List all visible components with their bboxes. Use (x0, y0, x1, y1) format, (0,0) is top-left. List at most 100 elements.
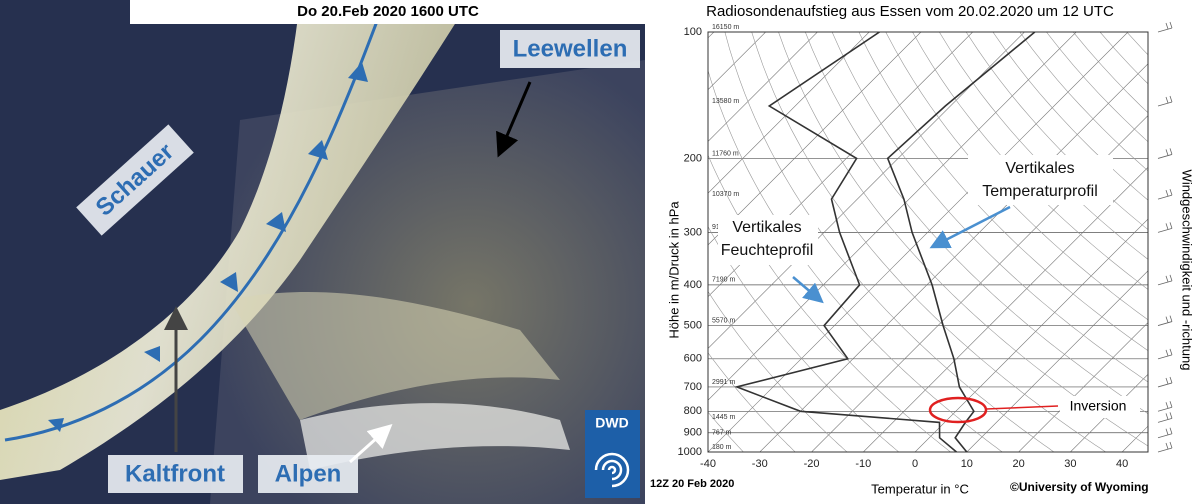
title-bar (130, 0, 645, 24)
wind-barb (1157, 21, 1173, 33)
height-label: 7190 m (712, 277, 736, 284)
wind-barb (1157, 95, 1173, 107)
cold-front (4, 0, 387, 442)
dry-adiabat (708, 290, 848, 452)
annotation: Vertikales (1005, 160, 1074, 177)
x-tick-label: -40 (700, 458, 716, 470)
x-tick-label: 0 (912, 458, 918, 470)
height-label: 180 m (712, 444, 732, 451)
arrow (929, 205, 1011, 249)
height-label: 767 m (712, 430, 732, 437)
isotherm (708, 32, 818, 142)
satellite-panel: Do 20.Feb 2020 1600 UTC Leewellen Schaue… (0, 0, 645, 504)
x-axis-label: Temperatur in °C (871, 481, 969, 496)
label-alpen: Alpen (275, 460, 342, 487)
wind-barb (1157, 222, 1173, 233)
footer-left: 12Z 20 Feb 2020 (650, 478, 734, 490)
height-label: 16150 m (712, 24, 739, 31)
annotation: Temperaturprofil (982, 183, 1098, 200)
dry-adiabat (778, 32, 1148, 447)
x-tick-label: 40 (1116, 458, 1128, 470)
label-box (258, 455, 358, 493)
wind-barb (1157, 427, 1173, 439)
annotation-box (1060, 396, 1140, 418)
inversion-circle (928, 396, 988, 424)
front-triangles (48, 62, 368, 432)
x-tick-label: 10 (961, 458, 973, 470)
wind-barb (1157, 412, 1173, 423)
label-box (500, 30, 640, 68)
y-tick-label: 600 (684, 353, 702, 365)
height-label: 11760 m (712, 150, 739, 157)
alps (300, 403, 570, 470)
annotation-line (985, 405, 1059, 410)
y-tick-label: 500 (684, 319, 702, 331)
wind-barb (1157, 315, 1173, 326)
y-tick-label: 900 (684, 427, 702, 439)
y-tick-label: 400 (684, 279, 702, 291)
y-tick-label: 100 (684, 26, 702, 38)
height-label: 1445 m (712, 414, 736, 421)
cloud-band (0, 0, 470, 480)
wind-barb (1157, 376, 1173, 388)
isotherm (759, 63, 1148, 452)
height-label: 13580 m (712, 98, 739, 105)
y-tick-label: 1000 (678, 446, 702, 458)
profile-line (734, 32, 958, 452)
wind-barb (1157, 189, 1173, 200)
dry-adiabat (708, 154, 951, 452)
dry-adiabat (708, 352, 796, 452)
wind-barb (1157, 348, 1173, 360)
isotherm (708, 32, 922, 246)
x-tick-label: 20 (1012, 458, 1024, 470)
y2-axis-label: Windgeschwindigkeit und -richtung (1180, 170, 1195, 371)
isotherm (863, 166, 1148, 452)
annotation: Feuchteprofil (721, 242, 814, 259)
logo-text: DWD (595, 415, 628, 431)
height-label: 10370 m (712, 191, 739, 198)
isotherm (1018, 322, 1148, 452)
isotherm (811, 115, 1148, 452)
isotherm (1070, 373, 1148, 452)
y-tick-label: 700 (684, 381, 702, 393)
annotation: Inversion (1070, 398, 1127, 414)
chart-title: Radiosondenaufstieg aus Essen vom 20.02.… (706, 3, 1114, 20)
annotation-box (718, 215, 818, 265)
isotherm (914, 218, 1148, 452)
x-tick-label: -10 (855, 458, 871, 470)
isotherm (966, 270, 1148, 452)
wind-barb (1157, 274, 1173, 286)
dry-adiabat (708, 225, 899, 452)
footer-right: ©University of Wyoming (1010, 480, 1149, 494)
dry-adiabat (992, 32, 1148, 201)
label-leewellen: Leewellen (513, 35, 628, 62)
label-box (76, 124, 194, 236)
y-tick-label: 200 (684, 152, 702, 164)
cloud-field (230, 291, 560, 420)
annotation-box (968, 155, 1113, 205)
dry-adiabat (831, 32, 1148, 383)
height-label: 2991 m (712, 379, 736, 386)
x-tick-label: -30 (752, 458, 768, 470)
label-kaltfront: Kaltfront (125, 460, 225, 487)
annotation: Vertikales (732, 219, 801, 236)
logo-spiral (594, 452, 630, 488)
arrow (496, 81, 532, 158)
isotherm (708, 32, 1129, 452)
wind-barb (1157, 148, 1173, 159)
y-axis-label: Höhe in m/Druck in hPa (666, 201, 681, 339)
satellite-title: Do 20.Feb 2020 1600 UTC (297, 3, 479, 20)
dry-adiabat (708, 411, 744, 452)
label-box (108, 455, 243, 493)
height-label: 5570 m (712, 317, 736, 324)
x-tick-label: 30 (1064, 458, 1076, 470)
wind-barb (1157, 441, 1173, 453)
isotherm (708, 32, 870, 194)
y-tick-label: 800 (684, 405, 702, 417)
dry-adiabat (724, 32, 1055, 452)
plot-frame (707, 31, 1149, 453)
dry-adiabat (751, 32, 1106, 452)
arrow (792, 276, 824, 304)
